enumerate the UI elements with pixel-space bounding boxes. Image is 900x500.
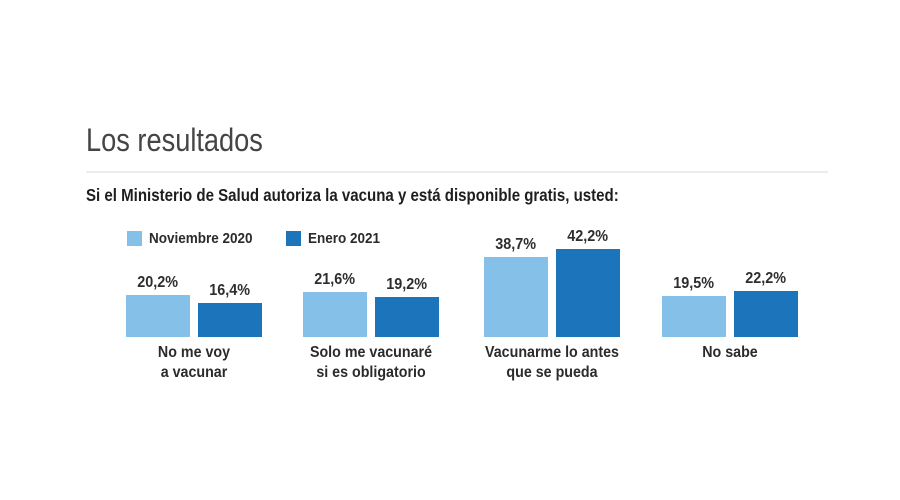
bar-group: 38,7% 42,2% Vacunarme lo antes que se pued… — [484, 226, 620, 383]
legend-label: Noviembre 2020 — [149, 230, 253, 247]
chart-question: Si el Ministerio de Salud autoriza la va… — [86, 185, 619, 205]
page-title: Los resultados — [86, 122, 263, 158]
bar-pair: 19,5% 22,2% — [662, 226, 798, 337]
bar-column: 42,2% — [556, 228, 620, 337]
bar-noviembre-2020 — [484, 257, 548, 337]
bar-column: 20,2% — [126, 274, 190, 337]
legend-item-noviembre-2020: Noviembre 2020 — [127, 230, 264, 247]
category-label: No me voy a vacunar — [157, 344, 231, 382]
bar-enero-2021 — [198, 303, 262, 337]
bar-column: 22,2% — [734, 270, 798, 337]
bar-value-label: 42,2% — [567, 228, 609, 245]
bar-pair: 38,7% 42,2% — [484, 226, 620, 337]
legend-color-swatch — [127, 231, 142, 246]
bar-group: 19,5% 22,2% No sabe — [662, 226, 798, 363]
bar-noviembre-2020 — [303, 292, 367, 337]
bar-pair: 21,6% 19,2% — [303, 226, 439, 337]
category-label: Solo me vacunaré si es obligatorio — [309, 344, 433, 382]
chart-legend: Noviembre 2020 Enero 2021 — [127, 230, 388, 247]
bar-value-label: 22,2% — [745, 270, 787, 287]
bar-value-label: 21,6% — [314, 271, 356, 288]
bar-value-label: 19,5% — [673, 275, 715, 292]
bar-pair: 20,2% 16,4% — [126, 226, 262, 337]
legend-label: Enero 2021 — [308, 230, 381, 247]
title-divider — [86, 171, 828, 173]
legend-color-swatch — [286, 231, 302, 246]
bar-column: 19,5% — [662, 275, 726, 337]
bar-value-label: 38,7% — [495, 236, 537, 253]
bar-enero-2021 — [734, 291, 798, 337]
bar-column: 38,7% — [484, 236, 548, 337]
bar-column: 19,2% — [375, 276, 439, 337]
bar-enero-2021 — [556, 249, 620, 337]
category-label: Vacunarme lo antes que se pueda — [485, 344, 619, 382]
bar-group: 20,2% 16,4% No me voy a vacunar — [126, 226, 262, 383]
legend-item-enero-2021: Enero 2021 — [286, 230, 388, 247]
bar-group: 21,6% 19,2% Solo me vacunaré si es obligat… — [303, 226, 439, 383]
bar-noviembre-2020 — [662, 296, 726, 337]
bar-enero-2021 — [375, 297, 439, 337]
bar-value-label: 20,2% — [137, 274, 179, 291]
bar-value-label: 19,2% — [386, 276, 428, 293]
bar-column: 21,6% — [303, 271, 367, 337]
bar-chart: 20,2% 16,4% No me voy a vacunar 21,6% 19,2% S… — [86, 226, 828, 396]
category-label: No sabe — [702, 344, 758, 361]
bar-noviembre-2020 — [126, 295, 190, 337]
bar-value-label: 16,4% — [209, 282, 251, 299]
bar-column: 16,4% — [198, 282, 262, 337]
